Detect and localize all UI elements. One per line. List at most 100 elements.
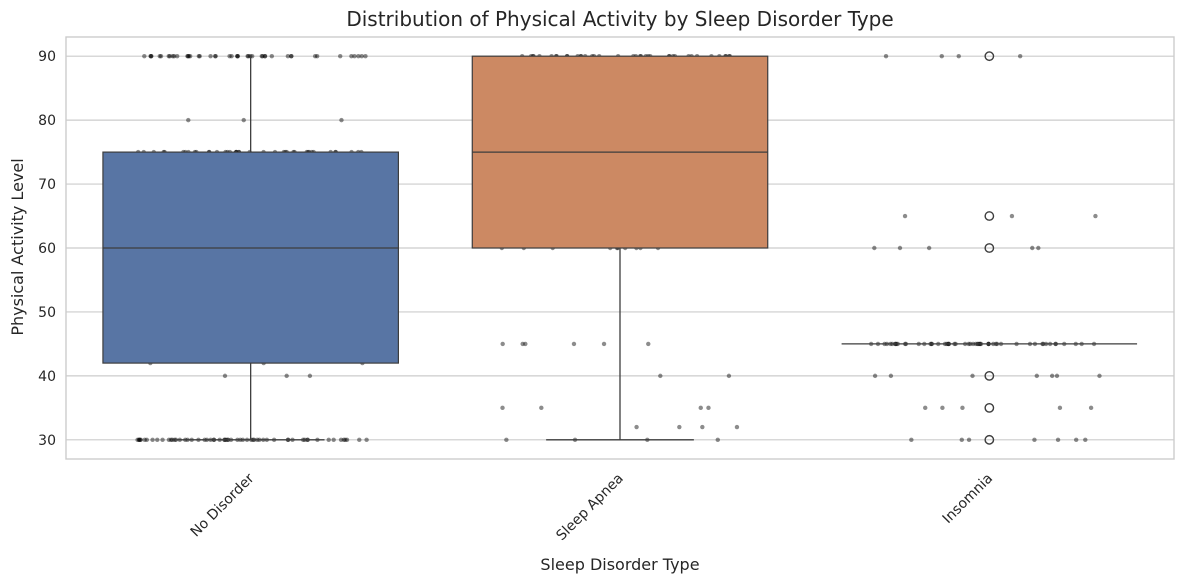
outlier-marker — [984, 51, 995, 62]
strip-point — [601, 341, 607, 347]
strip-point — [213, 53, 218, 59]
strip-point — [364, 437, 369, 443]
y-tick-label: 90 — [38, 49, 56, 65]
strip-point — [939, 53, 944, 59]
strip-point — [726, 373, 732, 379]
strip-point — [966, 437, 972, 443]
y-tick-label: 40 — [38, 369, 56, 385]
strip-point — [289, 53, 294, 59]
strip-point — [168, 437, 174, 443]
strip-point — [213, 53, 218, 59]
strip-point — [872, 245, 877, 251]
strip-point — [960, 405, 965, 411]
strip-point — [1088, 405, 1094, 411]
strip-point — [148, 53, 154, 59]
strip-point — [149, 53, 154, 59]
strip-point — [357, 437, 362, 443]
strip-point — [520, 341, 525, 347]
strip-point — [706, 405, 711, 411]
strip-point — [135, 437, 140, 443]
strip-point — [940, 405, 945, 411]
y-tick-label: 80 — [38, 113, 56, 129]
strip-point — [1097, 373, 1102, 379]
strip-point — [677, 424, 682, 430]
strip-point — [185, 53, 190, 59]
x-tick-labels: No Disorder Sleep Apnea Insomnia — [188, 470, 997, 544]
strip-point — [142, 437, 147, 443]
strip-point — [504, 437, 509, 443]
strip-point — [634, 424, 639, 430]
strip-point — [539, 405, 544, 411]
strip-point — [970, 373, 975, 379]
strip-point — [136, 437, 142, 443]
strip-point — [1032, 437, 1037, 443]
strip-point — [171, 53, 177, 59]
strip-point — [500, 341, 505, 347]
strip-point — [284, 373, 289, 379]
strip-point — [500, 405, 505, 411]
strip-point — [166, 53, 171, 59]
y-tick-label: 60 — [38, 241, 56, 257]
strip-point — [902, 213, 908, 219]
strip-point — [222, 373, 228, 379]
strip-point — [1083, 437, 1088, 443]
strip-point — [285, 53, 291, 59]
strip-point — [260, 53, 265, 59]
box-iqr — [102, 151, 400, 364]
strip-point — [186, 53, 192, 59]
strip-point — [148, 53, 153, 59]
strip-point — [356, 53, 361, 59]
strip-point — [262, 53, 268, 59]
chart-title: Distribution of Physical Activity by Sle… — [346, 7, 893, 31]
strip-point — [658, 373, 663, 379]
strip-point — [137, 437, 142, 443]
strip-point — [312, 53, 318, 59]
strip-point — [1093, 213, 1098, 219]
strip-point — [314, 53, 320, 59]
strip-point — [363, 53, 368, 59]
strip-point — [1030, 245, 1035, 251]
strip-point — [341, 437, 347, 443]
strip-point — [235, 53, 241, 59]
strip-point — [137, 437, 143, 443]
y-tick-label: 70 — [38, 177, 56, 193]
outlier-marker — [984, 243, 995, 253]
strip-point — [186, 117, 191, 123]
strip-point — [173, 437, 179, 443]
strip-point — [262, 53, 268, 59]
strip-point — [1055, 437, 1061, 443]
strip-point — [235, 53, 240, 59]
strip-point — [167, 53, 173, 59]
strip-point — [338, 437, 344, 443]
strip-point — [1054, 373, 1060, 379]
strip-point — [1036, 245, 1041, 251]
strip-point — [646, 341, 651, 347]
strip-point — [246, 53, 251, 59]
strip-point — [926, 245, 932, 251]
strip-point — [571, 341, 577, 347]
strip-point — [227, 53, 232, 59]
outlier-markers — [984, 51, 995, 445]
strip-point — [197, 53, 202, 59]
strip-point — [339, 117, 344, 123]
y-tick-label: 50 — [38, 305, 56, 321]
outlier-marker — [984, 211, 995, 221]
strip-point — [359, 53, 364, 59]
strip-point — [1009, 213, 1015, 219]
y-axis-label: Physical Activity Level — [8, 158, 27, 335]
strip-point — [245, 53, 250, 59]
strip-point — [923, 405, 928, 411]
strip-point — [959, 437, 964, 443]
strip-point — [715, 437, 720, 443]
strip-point — [185, 53, 191, 59]
x-tick-label: Insomnia — [940, 471, 996, 527]
strip-point — [241, 117, 246, 123]
strip-point — [344, 437, 350, 443]
strip-point — [338, 53, 343, 59]
strip-point — [698, 405, 703, 411]
strip-point — [1049, 373, 1055, 379]
strip-point — [138, 437, 143, 443]
strip-point — [144, 437, 150, 443]
strip-point — [157, 53, 162, 59]
